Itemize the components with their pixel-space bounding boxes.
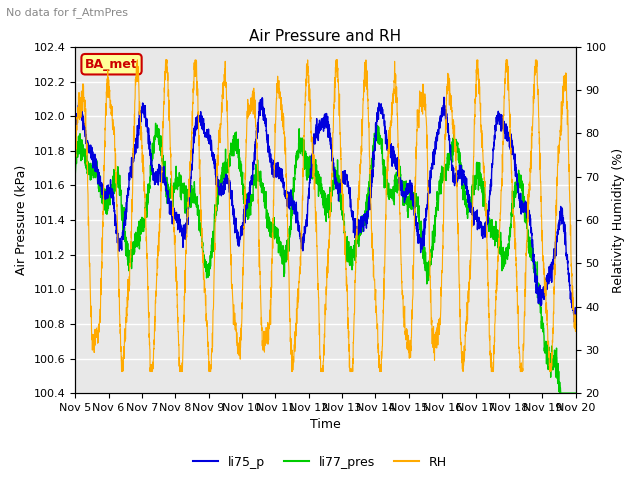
Title: Air Pressure and RH: Air Pressure and RH bbox=[250, 29, 401, 44]
Y-axis label: Air Pressure (kPa): Air Pressure (kPa) bbox=[15, 165, 28, 275]
Text: BA_met: BA_met bbox=[85, 58, 138, 71]
X-axis label: Time: Time bbox=[310, 419, 341, 432]
Y-axis label: Relativity Humidity (%): Relativity Humidity (%) bbox=[612, 147, 625, 293]
Text: No data for f_AtmPres: No data for f_AtmPres bbox=[6, 7, 129, 18]
Legend: li75_p, li77_pres, RH: li75_p, li77_pres, RH bbox=[188, 451, 452, 474]
